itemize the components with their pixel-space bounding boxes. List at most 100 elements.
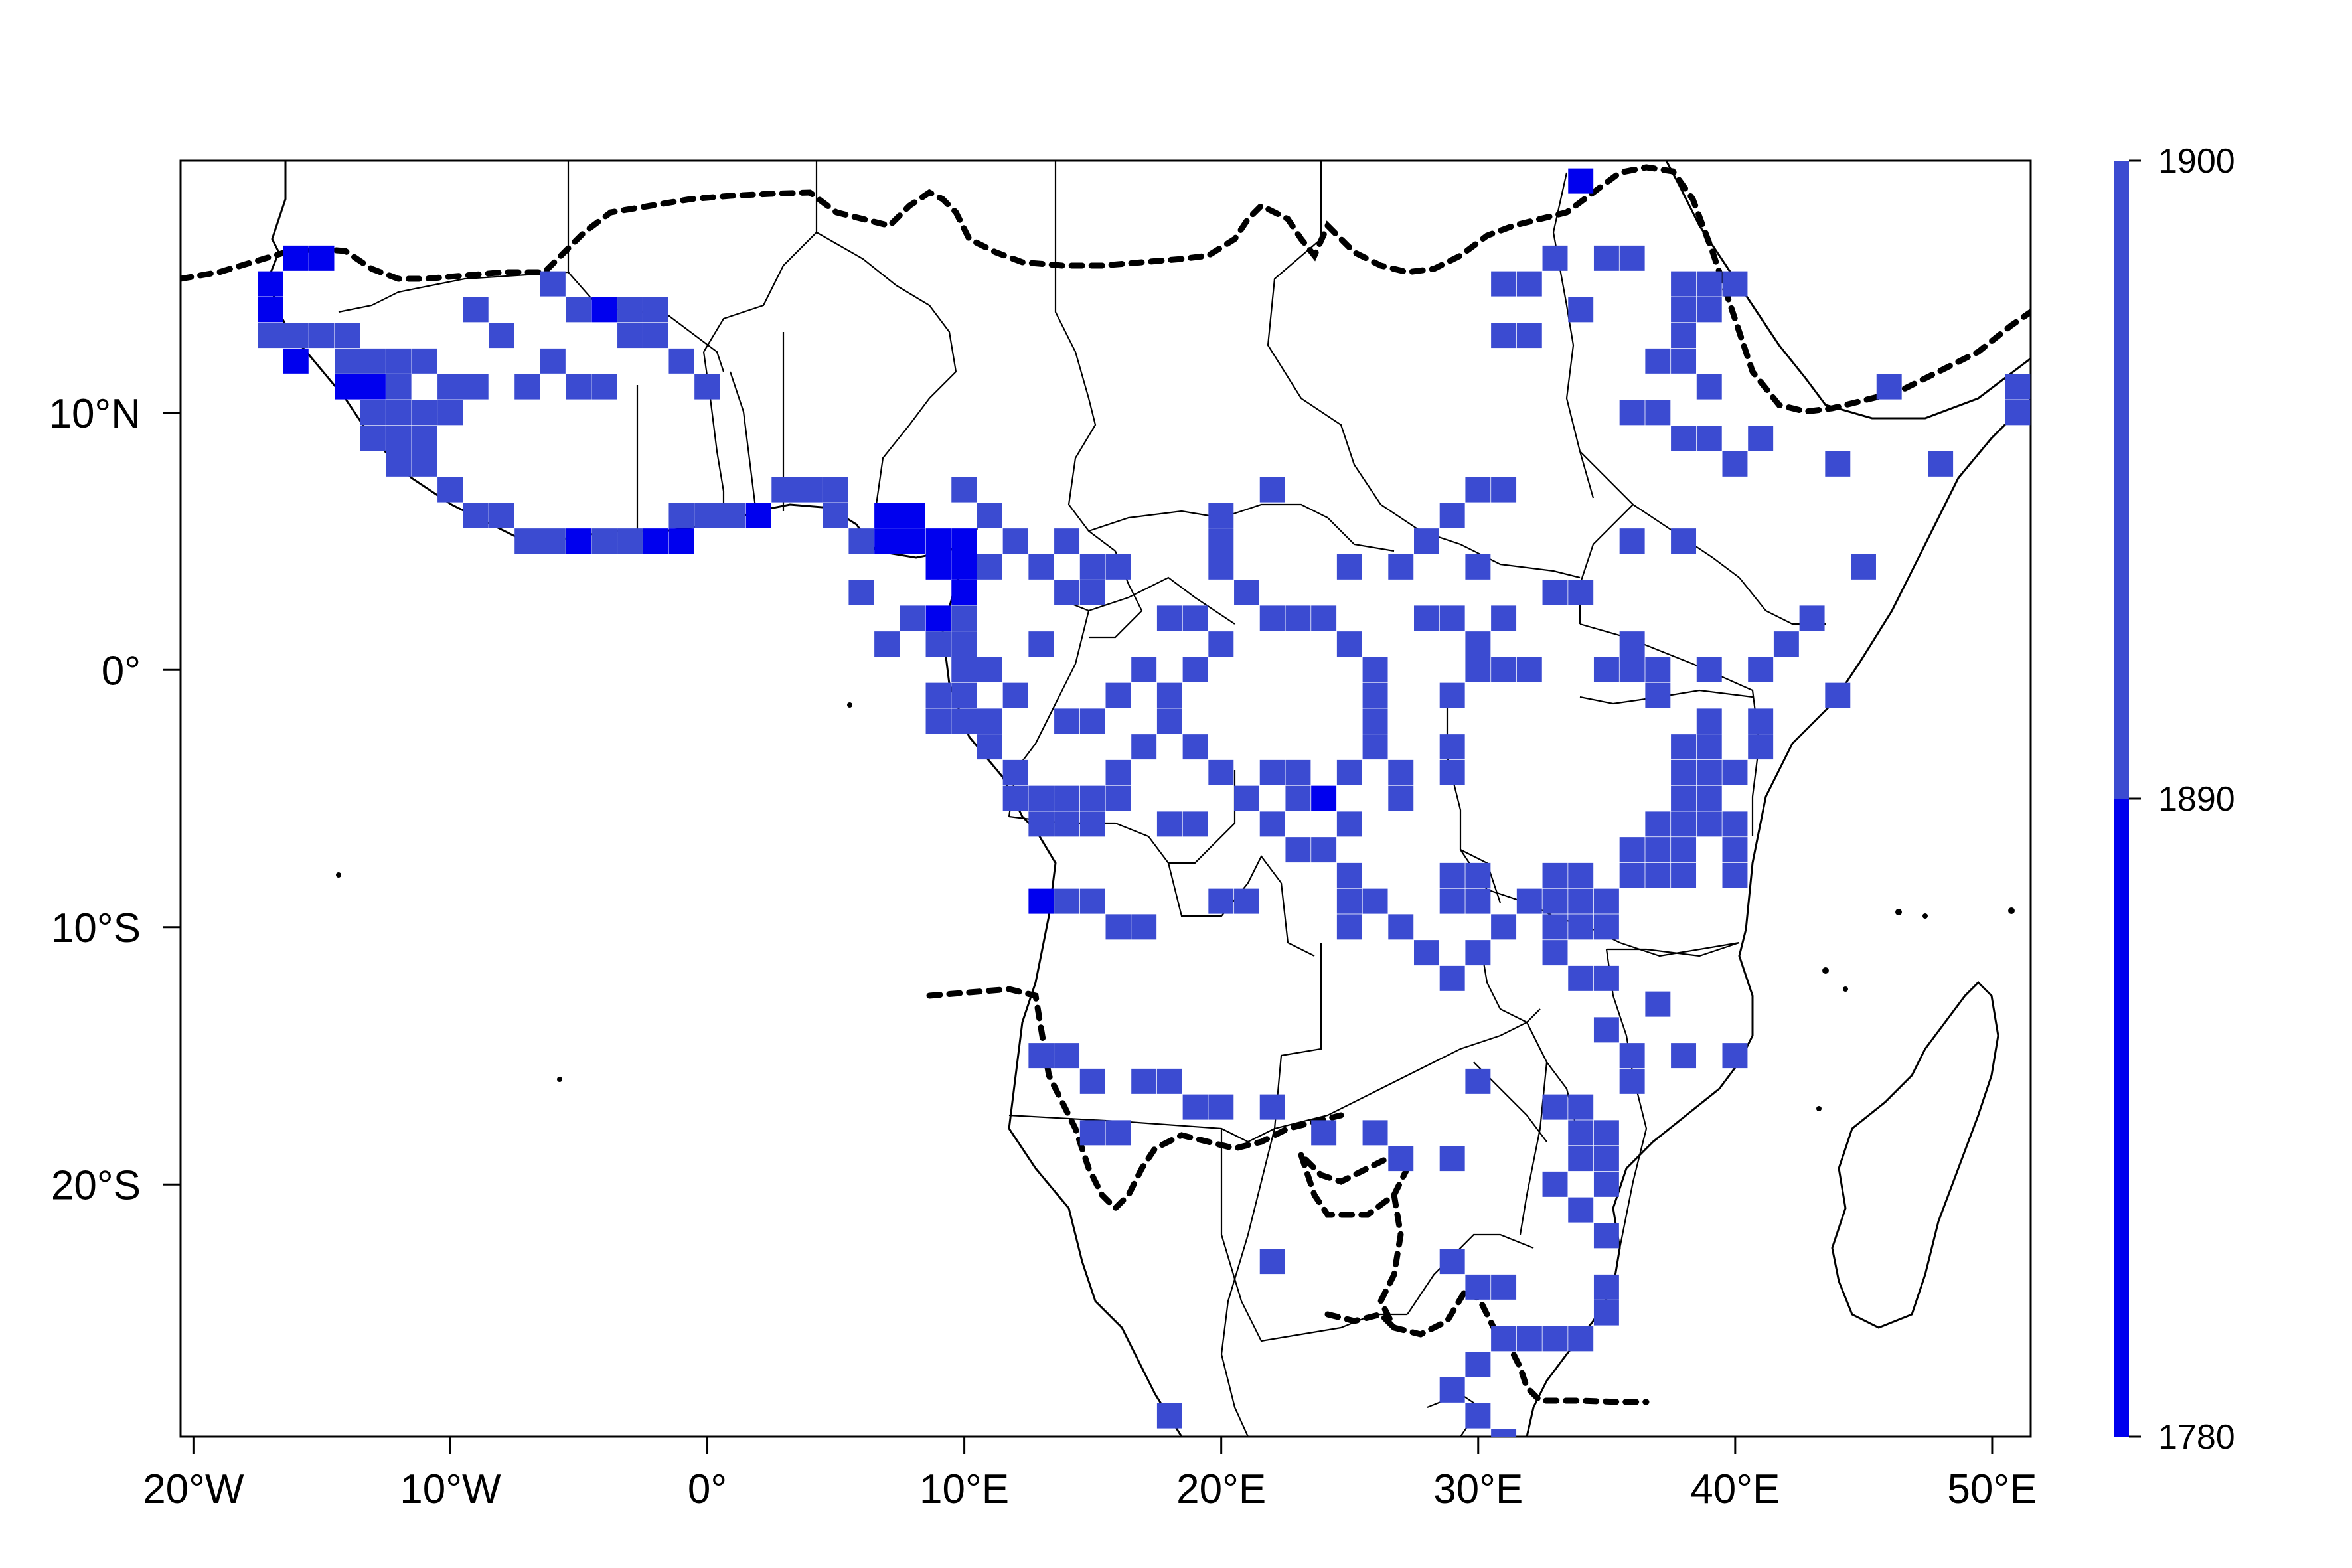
presence-cell xyxy=(1722,837,1748,863)
presence-cell xyxy=(1491,323,1517,349)
presence-cell xyxy=(335,374,360,400)
presence-cell xyxy=(1568,297,1594,323)
presence-cell xyxy=(1593,1274,1619,1300)
presence-cell xyxy=(1645,862,1671,888)
presence-cell xyxy=(1671,759,1697,785)
presence-cell xyxy=(1285,837,1311,863)
presence-cell xyxy=(1439,1249,1465,1275)
presence-cell xyxy=(1362,734,1388,760)
presence-cell xyxy=(540,348,566,374)
presence-cell xyxy=(720,503,745,528)
presence-cell xyxy=(1799,605,1825,631)
presence-cell xyxy=(1259,605,1285,631)
presence-cell xyxy=(1079,554,1105,580)
presence-cell xyxy=(1568,888,1594,914)
presence-cell xyxy=(925,631,951,657)
legend-band-early xyxy=(2114,799,2129,1437)
presence-cell xyxy=(1671,528,1697,554)
presence-cell xyxy=(951,657,977,682)
presence-cell xyxy=(925,528,951,554)
presence-cell xyxy=(566,297,591,323)
presence-cell xyxy=(1542,1171,1568,1197)
presence-cell xyxy=(1645,400,1671,426)
y-tick-label: 0° xyxy=(102,648,141,694)
presence-cell xyxy=(1671,426,1697,451)
presence-cell xyxy=(925,708,951,734)
presence-cell xyxy=(1593,1171,1619,1197)
presence-cell xyxy=(360,426,386,451)
presence-cell xyxy=(514,374,540,400)
presence-cell xyxy=(668,503,694,528)
presence-cell xyxy=(694,503,720,528)
presence-cell xyxy=(1156,1068,1182,1094)
presence-cell xyxy=(489,503,514,528)
presence-cell xyxy=(1491,477,1517,503)
presence-cell xyxy=(951,631,977,657)
presence-cell xyxy=(1208,759,1234,785)
presence-cell xyxy=(1079,1120,1105,1146)
presence-cell xyxy=(1568,1120,1594,1146)
presence-cell xyxy=(951,554,977,580)
presence-cell xyxy=(977,503,1002,528)
presence-cell xyxy=(1208,554,1234,580)
presence-cell xyxy=(1593,245,1619,271)
presence-cell xyxy=(1079,811,1105,837)
presence-cell xyxy=(2005,400,2031,426)
presence-cell xyxy=(1696,708,1722,734)
legend-ticks: 1900 1890 1780 xyxy=(2129,142,2235,1456)
presence-cell xyxy=(1465,1068,1491,1094)
presence-cell xyxy=(1465,1274,1491,1300)
presence-cell xyxy=(1439,888,1465,914)
presence-cell xyxy=(1336,759,1362,785)
presence-cell xyxy=(1388,785,1414,811)
presence-cell xyxy=(1054,528,1080,554)
presence-cell xyxy=(900,503,925,528)
presence-cell xyxy=(977,734,1002,760)
presence-cell xyxy=(1465,554,1491,580)
presence-cell xyxy=(874,528,900,554)
presence-cell xyxy=(1722,451,1748,477)
presence-cell xyxy=(1568,914,1594,940)
x-tick-label: 10°W xyxy=(400,1466,501,1512)
presence-cell xyxy=(1439,605,1465,631)
presence-cell xyxy=(1131,657,1157,682)
presence-cell xyxy=(1593,1120,1619,1146)
presence-cell xyxy=(1336,862,1362,888)
presence-cell xyxy=(694,374,720,400)
presence-cell xyxy=(1336,888,1362,914)
presence-cell xyxy=(1028,631,1054,657)
presence-cell xyxy=(1414,528,1439,554)
presence-cell xyxy=(1465,657,1491,682)
presence-cell xyxy=(1439,734,1465,760)
presence-cell xyxy=(1362,1120,1388,1146)
presence-cell xyxy=(1696,374,1722,400)
presence-cell xyxy=(386,426,412,451)
presence-cell xyxy=(1671,811,1697,837)
presence-cell xyxy=(258,323,283,349)
presence-cell xyxy=(2005,374,2031,400)
presence-cell xyxy=(1259,1249,1285,1275)
presence-cell xyxy=(1465,1352,1491,1377)
presence-cell xyxy=(1259,477,1285,503)
presence-cell xyxy=(1105,914,1131,940)
presence-cell xyxy=(1491,605,1517,631)
presence-cell xyxy=(1593,1300,1619,1326)
presence-cell xyxy=(1234,888,1259,914)
legend-tick-label: 1900 xyxy=(2158,142,2235,181)
presence-cell xyxy=(1542,914,1568,940)
presence-cell xyxy=(1671,348,1697,374)
presence-cell xyxy=(1208,631,1234,657)
presence-cell xyxy=(360,374,386,400)
presence-cell xyxy=(1671,837,1697,863)
presence-cell xyxy=(1542,862,1568,888)
presence-cell xyxy=(1593,1223,1619,1249)
presence-cell xyxy=(1028,811,1054,837)
presence-cell xyxy=(335,323,360,349)
presence-cell xyxy=(1054,708,1080,734)
presence-cell xyxy=(1439,682,1465,708)
presence-cell xyxy=(823,503,848,528)
x-tick-label: 20°W xyxy=(143,1466,244,1512)
presence-cell xyxy=(1722,811,1748,837)
presence-cell xyxy=(1645,991,1671,1017)
